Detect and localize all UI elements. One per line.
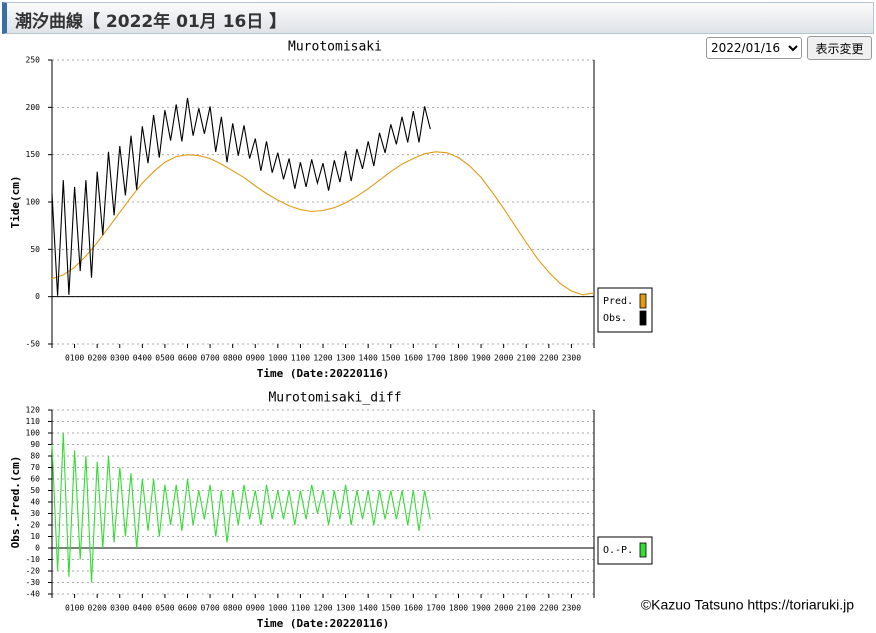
y-tick-label: 250 xyxy=(26,56,41,65)
show-button[interactable]: 表示変更 xyxy=(807,36,872,60)
y-tick-label: -40 xyxy=(26,590,41,599)
y-axis-label: Obs.-Pred.(cm) xyxy=(9,456,22,549)
x-tick-label: 1400 xyxy=(359,604,378,613)
y-tick-label: 10 xyxy=(30,532,40,541)
x-tick-label: 1900 xyxy=(471,354,490,363)
x-axis-label: Time (Date:20220116) xyxy=(257,617,389,630)
legend-swatch xyxy=(639,310,647,326)
x-tick-label: 2300 xyxy=(562,354,581,363)
x-tick-label: 1800 xyxy=(449,604,468,613)
x-tick-label: 0100 xyxy=(65,604,84,613)
x-tick-label: 0300 xyxy=(110,604,129,613)
x-tick-label: 0200 xyxy=(88,604,107,613)
x-tick-label: 0700 xyxy=(200,604,219,613)
x-tick-label: 1300 xyxy=(336,604,355,613)
chart-title: Murotomisaki_diff xyxy=(268,391,401,406)
y-tick-label: -30 xyxy=(26,578,41,587)
x-tick-label: 0400 xyxy=(133,354,152,363)
y-tick-label: 0 xyxy=(35,544,40,553)
x-tick-label: 1500 xyxy=(381,354,400,363)
credit: ©Kazuo Tatsuno https://toriaruki.jp xyxy=(641,597,854,613)
x-tick-label: 1200 xyxy=(313,604,332,613)
x-tick-label: 0100 xyxy=(65,354,84,363)
x-tick-label: 0600 xyxy=(178,604,197,613)
x-tick-label: 2200 xyxy=(539,354,558,363)
series-line xyxy=(51,151,595,296)
y-tick-label: -50 xyxy=(26,340,41,349)
x-tick-label: 1100 xyxy=(291,604,310,613)
x-tick-label: 1400 xyxy=(359,354,378,363)
x-tick-label: 2100 xyxy=(517,354,536,363)
x-tick-label: 0700 xyxy=(200,354,219,363)
y-tick-label: 90 xyxy=(30,440,40,449)
legend-label: Obs. xyxy=(603,313,627,324)
x-tick-label: 2000 xyxy=(494,354,513,363)
x-tick-label: 0300 xyxy=(110,354,129,363)
x-tick-label: 1600 xyxy=(404,604,423,613)
x-tick-label: 1100 xyxy=(291,354,310,363)
page-title: 潮汐曲線【 2022年 01月 16日 】 xyxy=(15,12,287,32)
x-tick-label: 1700 xyxy=(426,604,445,613)
series-line xyxy=(51,432,431,583)
x-tick-label: 2300 xyxy=(562,604,581,613)
y-tick-label: 100 xyxy=(26,429,41,438)
y-tick-label: 150 xyxy=(26,150,41,159)
x-tick-label: 2100 xyxy=(517,604,536,613)
y-tick-label: 100 xyxy=(26,198,41,207)
date-select[interactable]: 2022/01/16 xyxy=(706,37,802,59)
x-tick-label: 1800 xyxy=(449,354,468,363)
x-tick-label: 0200 xyxy=(88,354,107,363)
x-tick-label: 1000 xyxy=(268,354,287,363)
x-tick-label: 2200 xyxy=(539,604,558,613)
x-tick-label: 0800 xyxy=(223,354,242,363)
y-tick-label: 60 xyxy=(30,475,40,484)
x-tick-label: 0800 xyxy=(223,604,242,613)
x-tick-label: 1200 xyxy=(313,354,332,363)
y-tick-label: 30 xyxy=(30,509,40,518)
x-tick-label: 1600 xyxy=(404,354,423,363)
y-tick-label: 20 xyxy=(30,521,40,530)
x-tick-label: 1000 xyxy=(268,604,287,613)
legend-label: Pred. xyxy=(603,296,633,307)
x-tick-label: 0900 xyxy=(246,604,265,613)
x-tick-label: 1700 xyxy=(426,354,445,363)
y-tick-label: -10 xyxy=(26,555,41,564)
x-tick-label: 1500 xyxy=(381,604,400,613)
x-tick-label: 0900 xyxy=(246,354,265,363)
y-tick-label: 50 xyxy=(30,245,40,254)
y-tick-label: 70 xyxy=(30,463,40,472)
x-tick-label: 1900 xyxy=(471,604,490,613)
x-tick-label: 1300 xyxy=(336,354,355,363)
x-tick-label: 0600 xyxy=(178,354,197,363)
x-tick-label: 0400 xyxy=(133,604,152,613)
chart-title: Murotomisaki xyxy=(288,40,382,55)
x-axis-label: Time (Date:20220116) xyxy=(257,367,389,380)
x-tick-label: 2000 xyxy=(494,604,513,613)
y-tick-label: 80 xyxy=(30,452,40,461)
y-tick-label: 40 xyxy=(30,498,40,507)
y-tick-label: 110 xyxy=(26,417,41,426)
legend-swatch xyxy=(639,293,647,309)
y-tick-label: 0 xyxy=(35,292,40,301)
x-tick-label: 0500 xyxy=(155,604,174,613)
y-tick-label: 200 xyxy=(26,103,41,112)
legend-label: O.-P. xyxy=(603,545,633,556)
y-tick-label: 50 xyxy=(30,486,40,495)
header: 潮汐曲線【 2022年 01月 16日 】 xyxy=(2,2,874,34)
y-axis-label: Tide(cm) xyxy=(9,176,22,229)
y-tick-label: 120 xyxy=(26,406,41,415)
y-tick-label: -20 xyxy=(26,567,41,576)
x-tick-label: 0500 xyxy=(155,354,174,363)
series-line xyxy=(51,97,431,296)
legend-swatch xyxy=(639,542,647,558)
